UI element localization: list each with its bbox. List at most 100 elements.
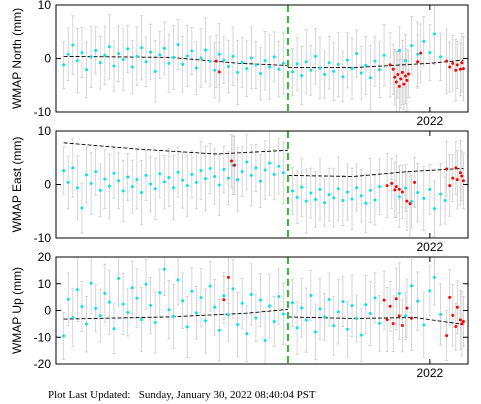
data-point: [416, 52, 420, 56]
data-point-recent: [393, 75, 397, 79]
y-tick-label: 10: [38, 277, 52, 291]
data-point: [359, 333, 363, 337]
chart-panel-2: -10 0 10 2022 WMAP East (mm): [10, 124, 469, 254]
data-point: [245, 332, 249, 336]
data-point: [94, 306, 98, 310]
data-point: [443, 199, 447, 203]
data-point: [263, 59, 267, 63]
data-point: [355, 186, 359, 190]
data-point: [236, 178, 240, 182]
data-point: [80, 206, 84, 210]
data-point-recent: [405, 306, 409, 310]
data-point: [171, 55, 175, 59]
data-point: [98, 61, 102, 65]
data-point: [75, 59, 79, 63]
data-point: [439, 55, 443, 59]
data-point: [222, 58, 226, 62]
data-point: [236, 70, 240, 74]
data-point: [135, 178, 139, 182]
data-point: [167, 308, 171, 312]
data-point-recent: [448, 295, 452, 299]
y-axis-label: WMAP East (mm): [10, 137, 24, 233]
data-point: [117, 52, 121, 56]
footer-timestamp: Sunday, January 30, 2022 08:40:04 PST: [138, 389, 316, 401]
data-point: [277, 295, 281, 299]
data-point-recent: [397, 84, 401, 88]
data-point-recent: [455, 305, 459, 309]
data-point: [416, 191, 420, 195]
data-point-recent: [445, 167, 449, 171]
data-point-recent: [403, 74, 407, 78]
data-point: [355, 52, 359, 56]
data-point: [245, 67, 249, 71]
data-point: [144, 282, 148, 286]
data-point: [158, 172, 162, 176]
data-point: [350, 67, 354, 71]
data-point-recent: [388, 304, 392, 308]
data-point: [364, 201, 368, 205]
data-point: [428, 51, 432, 55]
y-tick-label: -10: [34, 330, 52, 344]
data-point-recent: [458, 67, 462, 71]
data-point-recent: [233, 163, 237, 167]
y-tick-label: -20: [34, 357, 52, 371]
data-point: [171, 314, 175, 318]
data-point: [432, 207, 436, 211]
data-point-recent: [405, 199, 409, 203]
data-point: [153, 321, 157, 325]
data-point: [135, 296, 139, 300]
data-point: [222, 168, 226, 172]
data-point: [254, 166, 258, 170]
data-point: [323, 315, 327, 319]
data-point-recent: [448, 65, 452, 69]
data-point: [126, 310, 130, 314]
data-point: [62, 169, 66, 173]
data-point: [432, 275, 436, 279]
data-point: [107, 300, 111, 304]
data-point: [295, 62, 299, 66]
data-point: [94, 48, 98, 52]
trend-line: [287, 167, 464, 177]
data-point: [80, 51, 84, 55]
data-point: [277, 67, 281, 71]
data-point: [144, 173, 148, 177]
data-point: [422, 196, 426, 200]
data-point: [213, 68, 217, 72]
data-point: [249, 292, 253, 296]
data-point-recent: [399, 77, 403, 81]
data-point: [194, 311, 198, 315]
data-point-recent: [454, 325, 458, 329]
data-point: [103, 291, 107, 295]
data-point: [432, 32, 436, 36]
data-point: [304, 199, 308, 203]
x-tick-label: 2022: [417, 366, 444, 380]
data-point: [204, 48, 208, 52]
data-point: [422, 323, 426, 327]
trend-line: [63, 308, 288, 320]
data-point-recent: [408, 202, 412, 206]
data-point: [332, 69, 336, 73]
data-point: [226, 65, 230, 69]
data-point: [304, 318, 308, 322]
data-point: [345, 58, 349, 62]
data-point-recent: [419, 51, 423, 55]
data-point-recent: [454, 68, 458, 72]
data-point-recent: [416, 60, 420, 64]
data-point: [397, 195, 401, 199]
data-point: [167, 176, 171, 180]
data-point: [226, 176, 230, 180]
data-point: [263, 338, 267, 342]
data-point: [373, 198, 377, 202]
data-point: [89, 55, 93, 59]
data-point: [240, 60, 244, 64]
data-point-recent: [400, 323, 404, 327]
data-point-recent: [391, 322, 395, 326]
data-point: [268, 161, 272, 165]
data-point: [291, 301, 295, 305]
data-point: [149, 182, 153, 186]
data-point: [439, 313, 443, 317]
data-point: [300, 185, 304, 189]
data-point: [199, 56, 203, 60]
data-point: [410, 44, 414, 48]
data-point: [332, 196, 336, 200]
